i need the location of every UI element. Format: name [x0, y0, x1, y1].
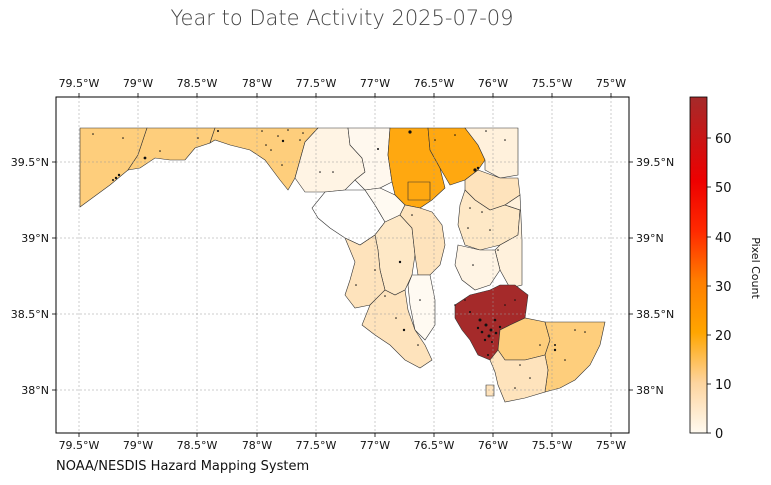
colorbar-tick-label: 30 [715, 280, 732, 295]
colorbar-ticks [707, 137, 711, 434]
lon-label-bottom: 76.5°W [414, 439, 455, 452]
map-title: Year to Date Activity 2025-07-09 [170, 6, 514, 30]
lat-label-right: 38°N [636, 384, 664, 397]
lat-label-left: 39.5°N [11, 156, 49, 169]
colorbar-tick-label: 40 [715, 231, 732, 246]
region-worcester [544, 321, 606, 393]
lat-label-right: 39.5°N [636, 156, 674, 169]
lon-label-bottom: 77.5°W [296, 439, 337, 452]
colorbar [689, 96, 708, 434]
map-tick-marks [52, 93, 633, 437]
lon-label-top: 75°W [596, 77, 626, 90]
map-gridlines [56, 97, 629, 433]
colorbar-labels: 0 10 20 30 40 50 60 [715, 132, 732, 442]
lon-label-bottom: 79°W [123, 439, 153, 452]
colorbar-tick-label: 50 [715, 181, 732, 196]
lat-label-right: 38.5°N [636, 308, 674, 321]
region-talbot [454, 244, 501, 291]
region-somerset [489, 349, 549, 403]
lat-label-left: 38.5°N [11, 308, 49, 321]
lat-labels-right: 39.5°N 39°N 38.5°N 38°N [636, 156, 674, 397]
data-credit: NOAA/NESDIS Hazard Mapping System [56, 459, 310, 474]
lon-label-top: 77°W [360, 77, 390, 90]
lon-label-bottom: 77°W [360, 439, 390, 452]
lon-label-bottom: 78.5°W [177, 439, 218, 452]
map-frame [55, 96, 630, 434]
colorbar-tick-label: 0 [715, 427, 723, 442]
lon-label-bottom: 76°W [478, 439, 508, 452]
lon-label-top: 77.5°W [296, 77, 337, 90]
lat-label-right: 39°N [636, 232, 664, 245]
lon-label-bottom: 75.5°W [532, 439, 573, 452]
lon-label-top: 78.5°W [177, 77, 218, 90]
colorbar-label: Pixel Count [749, 237, 762, 299]
lat-label-left: 39°N [21, 232, 49, 245]
lon-label-bottom: 75°W [596, 439, 626, 452]
fire-detections [92, 129, 586, 389]
region-island [485, 384, 495, 397]
lon-labels-bottom: 79.5°W 79°W 78.5°W 78°W 77.5°W 77°W 76.5… [59, 439, 627, 452]
region-st-marys [361, 289, 433, 369]
county-regions [79, 127, 606, 403]
lon-label-top: 76°W [478, 77, 508, 90]
lon-label-top: 79.5°W [59, 77, 100, 90]
colorbar-tick-label: 20 [715, 329, 732, 344]
lat-labels-left: 39.5°N 39°N 38.5°N 38°N [11, 156, 49, 397]
lon-label-top: 76.5°W [414, 77, 455, 90]
colorbar-tick-label: 60 [715, 132, 732, 147]
lat-label-left: 38°N [21, 384, 49, 397]
colorbar-tick-label: 10 [715, 378, 732, 393]
region-baltimore-city [407, 181, 431, 201]
lon-labels-top: 79.5°W 79°W 78.5°W 78°W 77.5°W 77°W 76.5… [59, 77, 627, 90]
lon-label-top: 79°W [123, 77, 153, 90]
lon-label-bottom: 78°W [242, 439, 272, 452]
lon-label-bottom: 79.5°W [59, 439, 100, 452]
region-calvert [407, 274, 436, 341]
lon-label-top: 75.5°W [532, 77, 573, 90]
lon-label-top: 78°W [242, 77, 272, 90]
